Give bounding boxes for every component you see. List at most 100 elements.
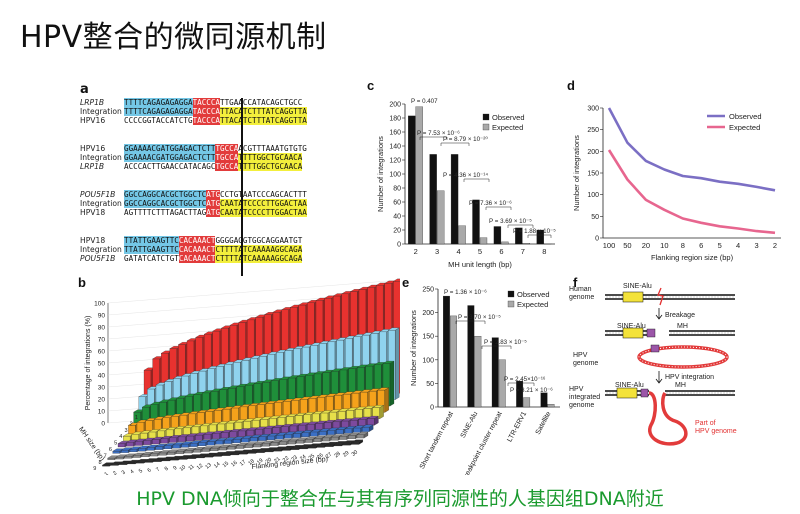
x-tick-label: 10 [660,241,668,250]
panel-c: c 0 20 40 60 80 100 120 140 160 180 200 Number of in… [365,78,565,273]
bar-front [255,429,263,436]
alignment-group: HPV16 GGAAAACGATGGAGACTCTTTGCCAACGTTTAAAT… [80,144,307,172]
bar-top [239,449,252,453]
bar-top [291,445,304,448]
bar-front [195,434,203,441]
sequence-name: HPV18 [80,208,106,218]
x-tick-label: 17 [239,459,247,467]
bar-front [222,453,230,456]
x-tick-label: 14 [213,461,221,469]
bar-top [284,431,297,435]
sequence-segment: TTTTGGCTGCAACA [238,162,303,172]
panel-label-b: b [78,275,86,290]
sequence-segment: GATATCATCTGT [124,254,179,264]
bar-front [186,435,194,442]
bar-front [164,445,172,450]
bar-front [284,434,292,439]
bar-front [224,439,232,444]
sequence-name: LRP1B [80,98,105,107]
y-tick-label: 150 [422,334,434,341]
x-tick-label: 10 [179,464,187,472]
x-tick-label: 16 [230,460,238,468]
p-bracket [507,224,534,228]
bar-top [175,448,188,452]
series-line-expected [607,149,776,235]
bar-front [117,443,126,448]
bar-front [119,463,127,465]
bar-front [307,424,315,431]
bar-front [147,447,155,451]
p-value-annotation: P = 2.45×10⁻¹⁶ [504,376,546,383]
x-tick-label: 24 [299,454,307,462]
p-bracket [481,345,512,349]
bar-front [221,432,229,439]
p-value-annotation: P = 7.36 × 10⁻⁶ [469,200,512,207]
bar-front [282,448,291,451]
bar-top [366,416,379,419]
x-tick-label: 27 [325,452,333,460]
bar-front [172,444,181,449]
y-tick-label: 100 [422,357,434,364]
sequence-name: POU5F1B [80,190,116,199]
label-hpv-integrated-genome: HPV integrated genome [569,386,600,409]
bar-top [304,436,317,440]
label-part-of-hpv: Part of HPV genome [695,420,737,435]
y-tick-label: 300 [587,106,599,113]
y-tick-label: 160 [389,130,401,137]
legend-label: Expected [492,123,523,132]
bar-front [229,431,237,438]
x-tick-label: Short tandem repeat [419,411,455,471]
bar-front [351,442,359,445]
x-tick-label: 50 [623,241,631,250]
sequence-name: HPV16 [80,144,106,153]
sequence-text: CCCCGGTACCATCTGTACCCATTACATCTTTATCAGGTTA [124,116,307,126]
x-tick-label: 2 [112,470,118,475]
bar-front [270,442,279,446]
bar-top [210,445,223,449]
sequence-text: TTATTGAAGTTCCACAAACTCTTTTATCAAAAAGGCAGA [124,245,303,255]
bar-front [241,438,249,443]
p-value-annotation: P = 8.79 × 10⁻²⁰ [443,136,488,143]
bar-top [292,431,305,434]
y-tick-label: 180 [389,116,401,123]
bar-front [202,448,210,452]
sine-alu-element-2 [622,327,644,339]
alignment-row: HPV16 CCCCGGTACCATCTGTACCCATTACATCTTTATCA… [80,116,307,126]
bar-front [171,458,179,461]
p-bracket [463,178,490,182]
sequence-segment: ATG [206,190,221,199]
bar-front [313,438,322,442]
bar-front [131,434,139,440]
bar-front [190,443,198,447]
bar-top [253,441,266,445]
sequence-name: HPV18 [80,236,106,245]
bar-front [215,440,224,445]
bar-front [110,464,119,466]
series-line-observed [607,107,776,192]
bar-front [178,436,186,442]
bar-front [152,439,160,445]
bar-front [188,456,196,459]
bar-front [141,454,150,457]
bar-top [170,456,183,459]
x-tick-label: Satellite [535,411,553,436]
sequence-segment: TTTTCAGAGAGAGGA [124,98,193,107]
panel-label-e: e [402,275,409,290]
bar-front [350,420,358,427]
bar-front [250,437,258,442]
label-breakage: Breakage [665,312,695,319]
bar-front [264,428,272,435]
bar-top [361,424,374,428]
y-tick-label: 80 [98,325,106,332]
legend-swatch [507,300,515,308]
sequence-text: GGAAAACGATGGAGACTCTTTGCCATTTTGGCTGCAACA [124,153,303,163]
bar-front [159,452,167,456]
bar-front [296,440,304,444]
bar-front [301,432,310,438]
bar-top [308,443,321,447]
broken-chromosome-right [669,330,735,336]
bar-top [325,442,338,445]
x-tick-label: 4 [736,241,740,250]
sequence-text: ACCCACTTGAACCATACAGCTGCCATTTTGGCTGCAACA [124,162,303,172]
